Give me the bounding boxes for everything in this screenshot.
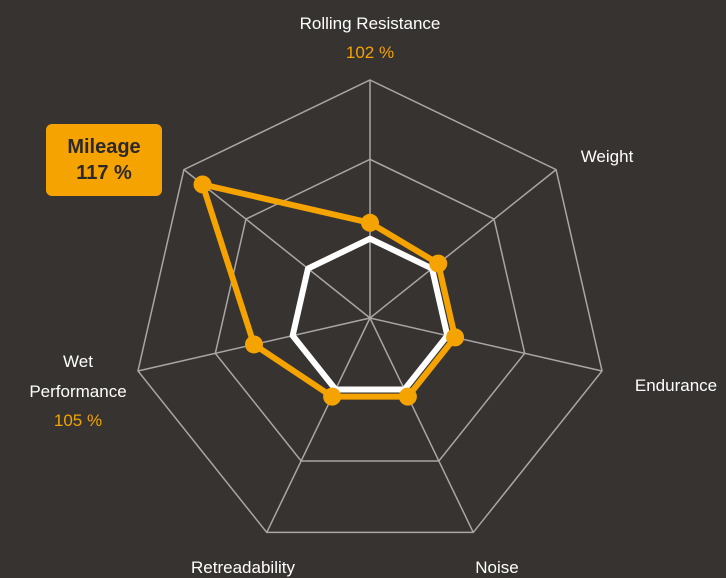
highlight-box: Mileage 117 % bbox=[46, 124, 162, 196]
series-outline bbox=[199, 181, 459, 400]
axis-label: Noise bbox=[475, 558, 519, 577]
axis-label: Endurance bbox=[634, 376, 718, 395]
spoke bbox=[266, 317, 371, 533]
axis-label: Mileage bbox=[67, 136, 141, 158]
data-point bbox=[398, 387, 417, 406]
spoke bbox=[369, 169, 557, 319]
grid-ring bbox=[137, 79, 603, 534]
data-point bbox=[361, 213, 379, 232]
value-label: 117 % bbox=[76, 162, 132, 184]
axis-label: Rolling Resistance bbox=[299, 14, 441, 33]
value-label: 102 % bbox=[345, 43, 395, 62]
axis-label: Weight bbox=[580, 147, 634, 166]
data-point bbox=[323, 387, 342, 406]
spoke bbox=[183, 169, 371, 319]
data-point bbox=[429, 254, 448, 273]
axis-label: Wet Performance bbox=[29, 352, 127, 401]
data-point bbox=[244, 335, 263, 354]
series-outline bbox=[289, 235, 451, 393]
spoke bbox=[369, 317, 474, 533]
value-label: 105 % bbox=[53, 411, 103, 430]
data-point bbox=[446, 328, 465, 347]
axis-label: Retreadability bbox=[191, 558, 295, 577]
data-point bbox=[193, 175, 212, 194]
spoke bbox=[369, 317, 603, 372]
grid-ring bbox=[214, 158, 526, 462]
